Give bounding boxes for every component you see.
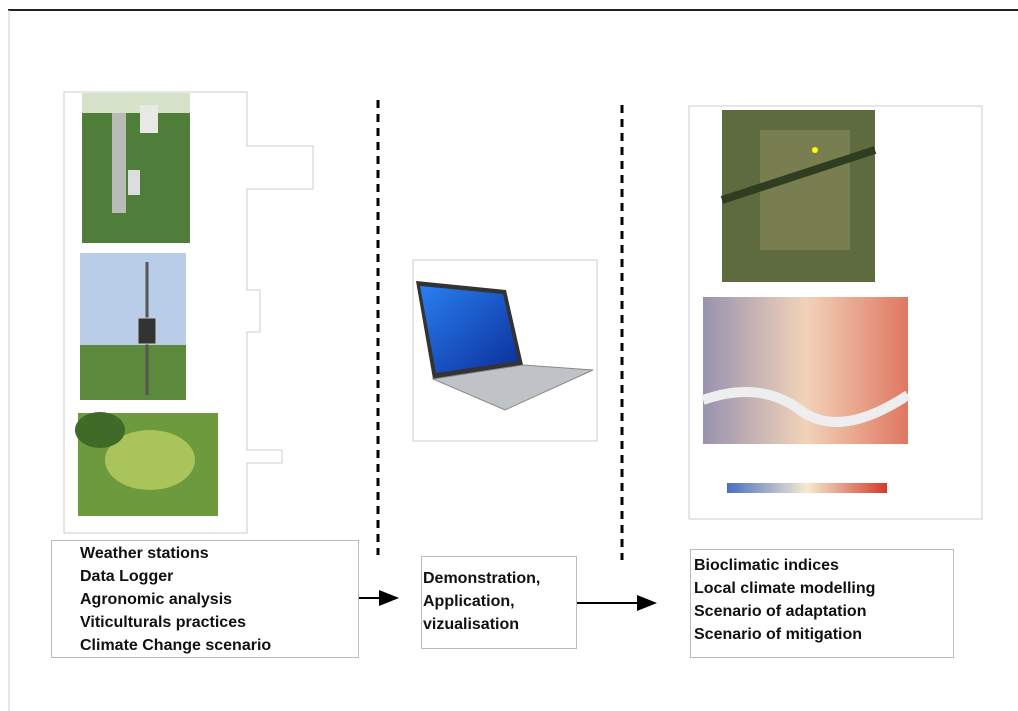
satellite-map bbox=[722, 110, 875, 282]
text-box: Demonstration,Application,vizualisation bbox=[421, 556, 577, 649]
text-line: Viticulturals practices bbox=[80, 611, 358, 634]
text-line: Application, bbox=[423, 590, 576, 613]
photo-grapevine bbox=[75, 412, 218, 516]
text-line: Local climate modelling bbox=[694, 577, 953, 600]
text-line: Agronomic analysis bbox=[80, 588, 358, 611]
text-line: Data Logger bbox=[80, 565, 358, 588]
text-line: Scenario of mitigation bbox=[694, 623, 953, 646]
text-line: Demonstration, bbox=[423, 567, 576, 590]
photo-weather-station bbox=[82, 93, 190, 243]
text-line: vizualisation bbox=[423, 613, 576, 636]
photo-data-logger bbox=[80, 253, 186, 400]
text-line: Climate Change scenario bbox=[80, 634, 358, 657]
text-line: Weather stations bbox=[80, 542, 358, 565]
page: Weather stationsData LoggerAgronomic ana… bbox=[0, 0, 1018, 711]
text-line: Scenario of adaptation bbox=[694, 600, 953, 623]
text-line: Bioclimatic indices bbox=[694, 554, 953, 577]
